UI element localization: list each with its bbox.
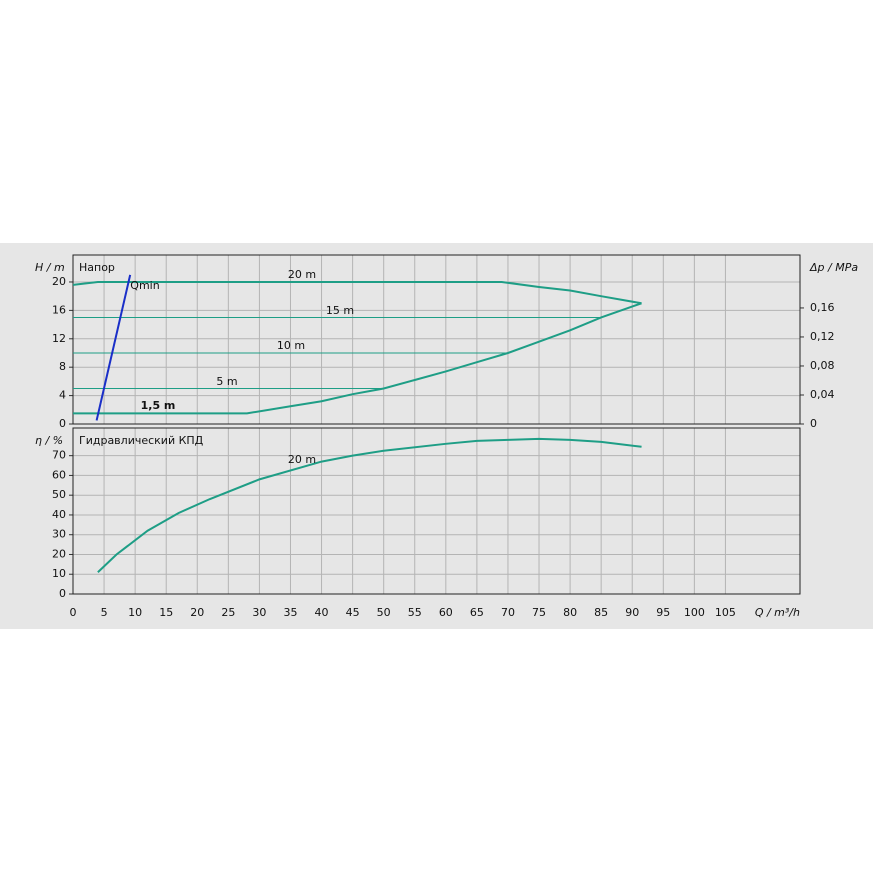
y-tick-label: 12 bbox=[52, 332, 66, 345]
y2-tick-label: 0,16 bbox=[810, 301, 835, 314]
x-tick-label: 20 bbox=[190, 606, 204, 619]
plot-frame bbox=[72, 427, 801, 595]
y-tick-label: 40 bbox=[52, 508, 66, 521]
x-tick-label: 90 bbox=[625, 606, 639, 619]
series-label: 20 m bbox=[288, 268, 316, 281]
y-tick-label: 20 bbox=[52, 547, 66, 560]
x-tick-label: 50 bbox=[377, 606, 391, 619]
x-tick-label: 45 bbox=[346, 606, 360, 619]
series-label: 5 m bbox=[216, 375, 237, 388]
x-tick-label: 30 bbox=[252, 606, 266, 619]
plot-area bbox=[73, 255, 800, 424]
x-tick-label: 5 bbox=[101, 606, 108, 619]
series-line bbox=[97, 437, 642, 573]
series-line bbox=[72, 280, 642, 305]
y-tick-label: 20 bbox=[52, 275, 66, 288]
x-tick-label: 35 bbox=[283, 606, 297, 619]
x-tick-label: 80 bbox=[563, 606, 577, 619]
series-label: 15 m bbox=[326, 304, 354, 317]
series-line bbox=[95, 274, 132, 421]
series-line bbox=[73, 302, 642, 415]
y-tick-label: 0 bbox=[59, 587, 66, 600]
y2-axis-label: Δp / MPa bbox=[809, 261, 858, 274]
y-tick-label: 0 bbox=[59, 417, 66, 430]
y-tick-label: 50 bbox=[52, 488, 66, 501]
y-tick-label: 8 bbox=[59, 360, 66, 373]
x-tick-label: 15 bbox=[159, 606, 173, 619]
x-tick-label: 40 bbox=[315, 606, 329, 619]
y-tick-label: 16 bbox=[52, 303, 66, 316]
x-axis-label: Q / m³/h bbox=[755, 606, 800, 619]
x-tick-label: 25 bbox=[221, 606, 235, 619]
y2-tick-label: 0,04 bbox=[810, 388, 835, 401]
series-label: Qmin bbox=[130, 279, 159, 292]
panel-title: Напор bbox=[79, 261, 115, 274]
plot-frame bbox=[72, 254, 801, 425]
x-tick-label: 10 bbox=[128, 606, 142, 619]
x-tick-label: 95 bbox=[656, 606, 670, 619]
x-tick-label: 0 bbox=[70, 606, 77, 619]
x-tick-label: 100 bbox=[684, 606, 705, 619]
y-axis-label: η / % bbox=[35, 434, 63, 447]
y2-tick-label: 0,08 bbox=[810, 359, 835, 372]
series-label: 1,5 m bbox=[141, 399, 176, 412]
x-tick-label: 70 bbox=[501, 606, 515, 619]
x-tick-label: 75 bbox=[532, 606, 546, 619]
series-label: 10 m bbox=[277, 339, 305, 352]
series-label: 20 m bbox=[288, 453, 316, 466]
x-tick-label: 105 bbox=[715, 606, 736, 619]
y-axis-label: H / m bbox=[35, 261, 65, 274]
y-tick-label: 4 bbox=[59, 389, 66, 402]
x-tick-label: 65 bbox=[470, 606, 484, 619]
y-tick-label: 60 bbox=[52, 468, 66, 481]
y-tick-label: 30 bbox=[52, 528, 66, 541]
y-tick-label: 10 bbox=[52, 567, 66, 580]
panel-title: Гидравлический КПД bbox=[79, 434, 204, 447]
x-tick-label: 55 bbox=[408, 606, 422, 619]
y-tick-label: 70 bbox=[52, 449, 66, 462]
y2-tick-label: 0,12 bbox=[810, 330, 835, 343]
y2-tick-label: 0 bbox=[810, 417, 817, 430]
x-tick-label: 60 bbox=[439, 606, 453, 619]
x-tick-label: 85 bbox=[594, 606, 608, 619]
